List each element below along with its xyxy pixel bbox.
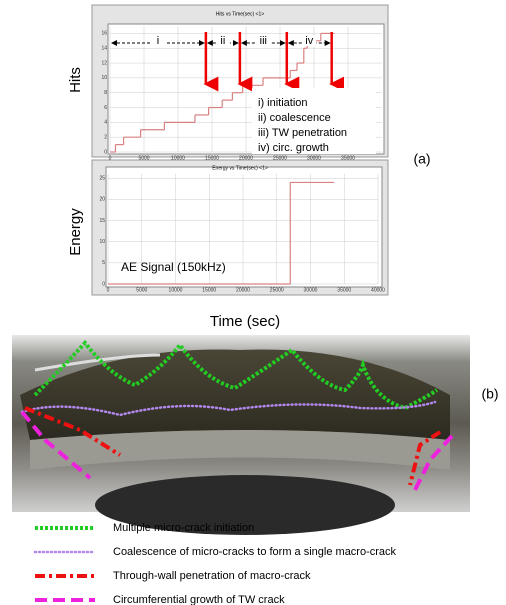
photo-trace [33, 339, 439, 411]
y-tick-label: 16 [101, 31, 107, 37]
x-tick-label: 0 [109, 155, 112, 161]
y-tick-label: 15 [99, 218, 105, 224]
y-tick-label: 5 [102, 260, 105, 266]
y-tick-label: 8 [104, 90, 107, 96]
phase-label-bg [150, 36, 165, 46]
phase-label: ii [220, 35, 225, 47]
x-tick-label: 10000 [171, 155, 185, 161]
annotation: iii) TW penetration [258, 127, 347, 139]
x-tick-label: 25000 [273, 155, 287, 161]
annotation: ii) coalescence [258, 112, 331, 124]
y-tick-label: 14 [101, 46, 107, 52]
photo-trace [20, 410, 454, 491]
panel-label: (a) [413, 151, 430, 167]
x-tick-label: 15000 [205, 155, 219, 161]
x-tick-label: 30000 [304, 287, 318, 293]
y-tick-label: 0 [102, 281, 105, 287]
phase-label: iii [260, 35, 267, 47]
x-tick-label: 20000 [239, 155, 253, 161]
y-axis-label: Hits [67, 67, 84, 93]
x-tick-label: 40000 [371, 287, 385, 293]
phase-label-bg [256, 36, 271, 46]
x-tick-label: 25000 [270, 287, 284, 293]
annotation: AE Signal (150kHz) [121, 260, 226, 274]
x-tick-label: 30000 [307, 155, 321, 161]
x-tick-label: 15000 [202, 287, 216, 293]
legend-label: Coalescence of micro-cracks to form a si… [113, 546, 397, 558]
phase-label: iv [305, 35, 313, 47]
photo [12, 335, 470, 535]
annotation: iv) circ. growth [258, 142, 329, 154]
x-tick-label: 10000 [169, 287, 183, 293]
x-tick-label: 5000 [136, 287, 147, 293]
phase-label-bg [302, 36, 317, 46]
y-tick-label: 25 [99, 176, 105, 182]
y-axis-label: Energy [67, 208, 84, 256]
x-tick-label: 5000 [138, 155, 149, 161]
x-tick-label: 35000 [341, 155, 355, 161]
x-tick-label: 0 [107, 287, 110, 293]
legend-label: Multiple micro-crack initiation [113, 522, 254, 534]
y-tick-label: 2 [104, 135, 107, 141]
annotation-box [252, 88, 376, 154]
legend-label: Circumferential growth of TW crack [113, 594, 285, 605]
legend-label: Through-wall penetration of macro-crack [113, 570, 311, 582]
y-tick-label: 0 [104, 149, 107, 155]
x-tick-label: 20000 [236, 287, 250, 293]
photo-trace [20, 400, 437, 417]
x-tick-label: 35000 [337, 287, 351, 293]
y-tick-label: 4 [104, 120, 107, 126]
y-tick-label: 10 [101, 75, 107, 81]
chart-title: Energy vs Time(sec) <1> [212, 165, 268, 171]
y-tick-label: 10 [99, 239, 105, 245]
chart-title: Hits vs Time(sec) <1> [216, 11, 264, 17]
photo-trace [24, 406, 442, 486]
y-tick-label: 6 [104, 105, 107, 111]
x-axis-label: Time (sec) [210, 313, 280, 330]
phase-label-bg [215, 36, 230, 46]
phase-label: i [157, 35, 159, 47]
y-tick-label: 20 [99, 197, 105, 203]
annotation: i) initiation [258, 97, 308, 109]
panel-label: (b) [481, 386, 498, 402]
y-tick-label: 12 [101, 60, 107, 66]
